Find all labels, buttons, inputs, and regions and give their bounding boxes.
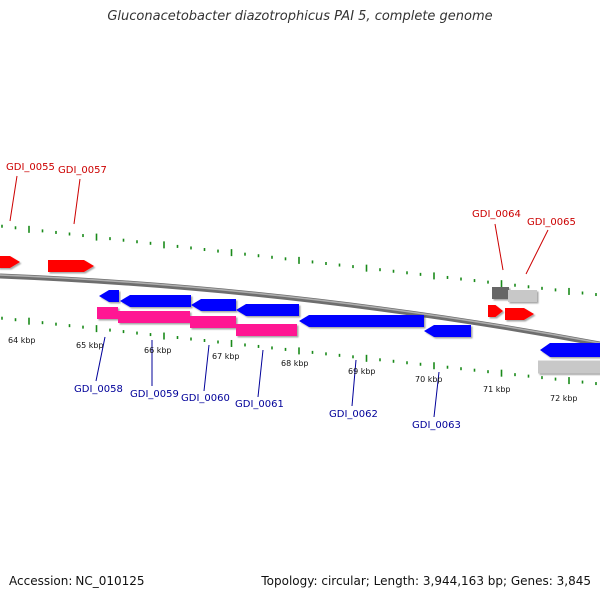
forward-label-connector	[9, 175, 18, 222]
forward-gene-arrow	[488, 305, 503, 317]
accession-value: NC_010125	[75, 574, 145, 588]
reverse-gene-label[interactable]: GDI_0060	[181, 393, 230, 404]
feature-labels: 64 kbp 65 kbp 66 kbp 67 kbp 68 kbp 69 kbp 70 k…	[6, 162, 578, 431]
lower-tick-track	[1, 316, 597, 386]
accession-label: Accession:	[9, 574, 73, 588]
reverse-gene-label[interactable]: GDI_0062	[329, 409, 378, 420]
forward-label-connector	[73, 178, 81, 225]
page-title: Gluconacetobacter diazotrophicus PAI 5, …	[107, 9, 493, 24]
reverse-gene-label[interactable]: GDI_0059	[130, 389, 179, 400]
scale-label: 71 kbp	[483, 385, 511, 394]
scale-label: 64 kbp	[8, 336, 36, 345]
reverse-gene-arrow	[299, 315, 424, 327]
reverse-gene-label[interactable]: GDI_0063	[412, 420, 461, 431]
forward-label-connector	[494, 223, 504, 271]
upper-tick-track	[1, 224, 597, 297]
reverse-label-connector	[257, 349, 264, 398]
rna-gene-block	[118, 311, 190, 323]
reverse-gene-arrow	[236, 304, 299, 316]
reverse-gene-arrow	[540, 343, 600, 357]
reverse-label-connector	[203, 344, 210, 392]
reverse-gene-label[interactable]: GDI_0058	[74, 384, 123, 395]
reverse-gene-arrow	[424, 325, 471, 337]
forward-gene-arrow	[0, 256, 20, 268]
reverse-gene-arrow	[191, 299, 236, 311]
scale-label: 68 kbp	[281, 359, 309, 368]
reverse-gene-label[interactable]: GDI_0061	[235, 399, 284, 410]
forward-gene-label[interactable]: GDI_0064	[472, 209, 521, 220]
scale-label: 67 kbp	[212, 352, 240, 361]
label-connectors	[9, 175, 549, 418]
reverse-gene-arrow	[99, 290, 119, 302]
pseudo-gene-block	[492, 287, 509, 299]
scale-label: 69 kbp	[348, 367, 376, 376]
rna-gene-block	[236, 324, 297, 336]
genome-backbone	[0, 273, 600, 347]
accession-footer: Accession: NC_010125	[9, 574, 145, 588]
scale-label: 65 kbp	[76, 341, 104, 350]
rna-gene-block	[97, 307, 118, 319]
reverse-label-connector	[95, 336, 106, 382]
forward-gene-label[interactable]: GDI_0065	[527, 217, 576, 228]
forward-gene-arrow	[505, 308, 534, 320]
forward-gene-label[interactable]: GDI_0055	[6, 162, 55, 173]
reverse-label-connector	[433, 371, 440, 418]
gene-track	[0, 256, 600, 374]
genome-backbone-highlight	[0, 274, 600, 344]
forward-gene-label[interactable]: GDI_0057	[58, 165, 107, 176]
scale-label: 66 kbp	[144, 346, 172, 355]
scale-label: 72 kbp	[550, 394, 578, 403]
rna-gene-block	[190, 316, 236, 328]
forward-label-connector	[525, 229, 549, 275]
genome-stats-footer: Topology: circular; Length: 3,944,163 bp…	[261, 574, 591, 588]
reverse-gene-arrow	[120, 295, 191, 307]
scale-label: 70 kbp	[415, 375, 443, 384]
forward-gene-arrow	[48, 260, 94, 272]
reverse-label-connector	[351, 359, 357, 407]
pseudo-gene-block	[538, 360, 600, 374]
pseudo-gene-block	[508, 290, 537, 302]
